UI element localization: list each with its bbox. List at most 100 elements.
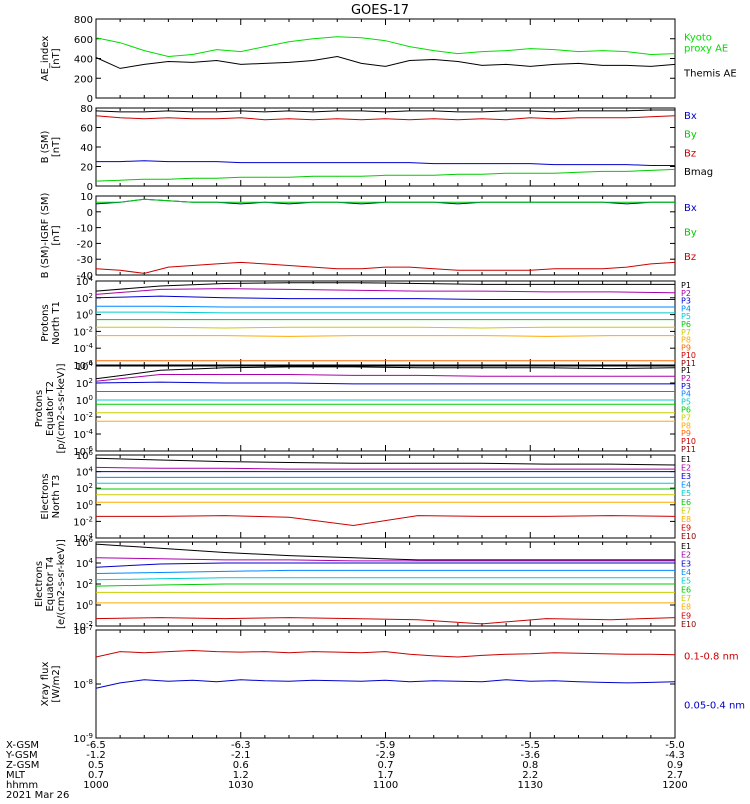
ytick-label-xray: 10-9 [73,732,93,745]
legend-label-pn: P7 [681,328,691,337]
xaxis-row-label: 2021 Mar 26 [6,790,69,800]
legend-label-pe: P2 [681,374,691,383]
ytick-label-en: 104 [76,466,94,479]
ylabel-ee: ElectronsEquator T4[e/(cm2-s-sr-keV)] [34,539,67,629]
ytick-label-pe: 10-4 [73,428,93,441]
xaxis-row-label: hhmm [6,780,38,791]
series-line-pe-P2 [95,374,675,382]
legend-label-en: E7 [681,506,691,515]
ytick-label-pe: 100 [76,394,93,407]
ytick-label-ee: 100 [76,599,93,612]
legend-label-ee: E3 [681,559,691,568]
series-line-ee-E4 [95,569,675,574]
legend-label-en: E2 [681,464,691,473]
ytick-label-b: 0 [87,182,93,193]
series-line-en-E1 [95,457,676,466]
series-line-en-E9 [96,515,676,527]
legend-label-en: E6 [681,498,691,507]
legend-label-en: E1 [681,455,691,464]
legend-label-xray: 0.05-0.4 nm [684,701,745,712]
ytick-label-en: 10-2 [73,515,93,528]
ytick-label-ae: 200 [74,74,93,85]
ytick-label-db: -40 [77,271,93,282]
legend-label-pe: P3 [681,382,691,391]
xaxis-tick-label: 1000 [83,780,108,791]
xaxis-tick-label: 1100 [373,780,398,791]
legend-label-ee: E4 [681,568,691,577]
xaxis-tick-label: 1200 [662,780,687,791]
series-line-pn-P2 [95,288,676,295]
xaxis-tick-label: 0.6 [233,760,249,771]
ytick-label-pe: 104 [76,360,94,373]
panel-frame-en [95,454,676,539]
ytick-label-pn: 104 [76,275,94,288]
legend-label-pe: P1 [681,366,691,375]
ytick-label-db: -20 [77,239,93,250]
legend-label-pn: P11 [681,359,696,368]
panel-frame-b [95,107,676,187]
ytick-label-db: -10 [77,224,93,235]
legend-label-pn: P9 [681,343,691,352]
legend-label-ee: E10 [681,620,696,629]
series-line-ee-E9 [95,617,676,625]
ytick-label-pn: 10-2 [73,325,93,338]
legend-label-xray: 0.1-0.8 nm [684,651,739,662]
ytick-label-pn: 10-6 [73,359,93,372]
xaxis-tick-label: -5.9 [376,740,396,751]
series-line-pn-P1 [95,282,675,292]
panel-frame-ae [95,18,676,99]
ytick-label-en: 100 [76,499,93,512]
series-line-ae-Kyoto-proxy-AE [95,36,676,58]
ytick-label-pn: 102 [76,292,93,305]
legend-label-db: Bz [684,252,696,263]
xaxis-row-label: Y-GSM [5,750,38,761]
legend-label-b: Bx [684,111,697,122]
ylabel-xray: Xray flux[W/m2] [40,662,62,707]
ytick-label-ee: 106 [76,536,94,549]
legend-label-ee: E5 [681,577,691,586]
ytick-label-ae: 400 [74,55,93,66]
panel-frame-db [95,195,676,276]
series-line-pn-P4 [96,305,675,308]
xaxis-tick-label: 0.7 [378,760,394,771]
legend-label-en: E10 [681,532,696,541]
ytick-label-b: 40 [80,143,93,154]
ytick-label-pn: 10-4 [73,342,93,355]
legend-label-en: E9 [681,523,691,532]
legend-label-b: Bz [684,148,696,159]
xaxis-tick-label: 1.2 [233,770,249,781]
series-line-ee-E2 [95,557,675,562]
legend-label-pn: P5 [681,312,691,321]
series-line-db-Bz [95,261,676,274]
xaxis-row-label: Z-GSM [6,760,39,771]
ytick-label-ae: 600 [74,35,93,46]
series-line-b-Bmag [95,109,675,113]
legend-label-pn: P4 [681,304,691,313]
legend-label-en: E5 [681,489,691,498]
xaxis-tick-label: 1.7 [378,770,394,781]
ytick-label-ae: 0 [87,94,93,105]
legend-label-en: E4 [681,481,691,490]
legend-label-pn: P1 [681,281,691,290]
legend-label-ee: E2 [681,551,691,560]
legend-label-pe: P7 [681,413,691,422]
legend-label-ae: Kyoto proxy AE [684,33,728,55]
ylabel-db: B (SM)-IGRF (SM)[nT] [40,193,62,279]
legend-label-en: E3 [681,472,691,481]
ylabel-ae: AE_index[nT] [40,36,62,82]
ylabel-pn: ProtonsNorth T1 [40,301,62,345]
xaxis-tick-label: 2.7 [667,770,683,781]
series-line-ee-E5 [95,577,675,581]
xaxis-tick-label: 0.7 [88,770,104,781]
series-line-xray-0.1-0.8-nm [95,649,676,658]
ytick-label-ae: 800 [74,15,93,26]
series-line-b-By [95,168,676,182]
legend-label-b: Bmag [684,167,713,178]
series-line-ee-E3 [95,562,675,568]
ytick-label-ee: 10-2 [73,620,93,633]
legend-label-ee: E7 [681,594,691,603]
ytick-label-db: 0 [87,208,93,219]
ylabel-b: B (SM)[nT] [40,130,62,163]
ytick-label-en: 102 [76,482,93,495]
ytick-label-b: 60 [80,124,93,135]
